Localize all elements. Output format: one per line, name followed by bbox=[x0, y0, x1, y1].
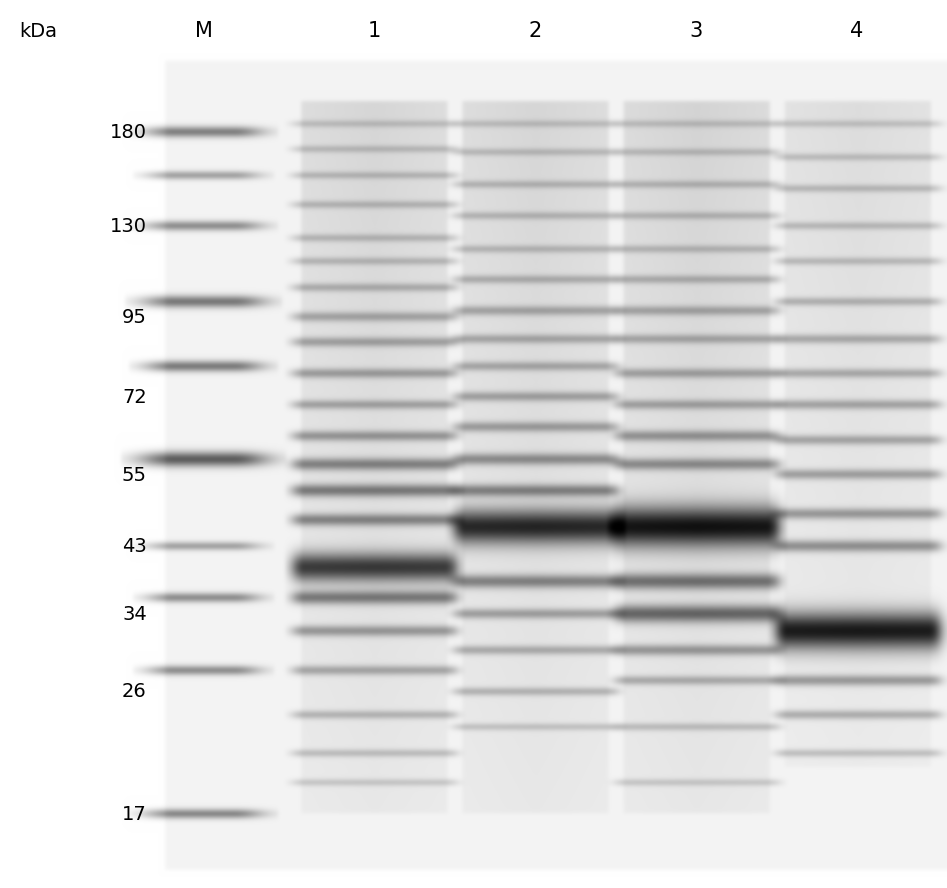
Text: 95: 95 bbox=[122, 308, 147, 327]
Text: 26: 26 bbox=[122, 682, 147, 701]
Text: 1: 1 bbox=[367, 21, 381, 41]
Text: 17: 17 bbox=[122, 805, 147, 824]
Text: 34: 34 bbox=[122, 605, 147, 623]
Text: 43: 43 bbox=[122, 536, 147, 556]
Text: 55: 55 bbox=[122, 465, 147, 485]
Text: 4: 4 bbox=[850, 21, 864, 41]
Text: M: M bbox=[195, 21, 212, 41]
Text: 130: 130 bbox=[110, 218, 147, 236]
Text: 72: 72 bbox=[122, 388, 147, 407]
Text: kDa: kDa bbox=[19, 21, 57, 41]
Text: 180: 180 bbox=[110, 123, 147, 142]
Text: 2: 2 bbox=[528, 21, 542, 41]
Text: 3: 3 bbox=[689, 21, 703, 41]
